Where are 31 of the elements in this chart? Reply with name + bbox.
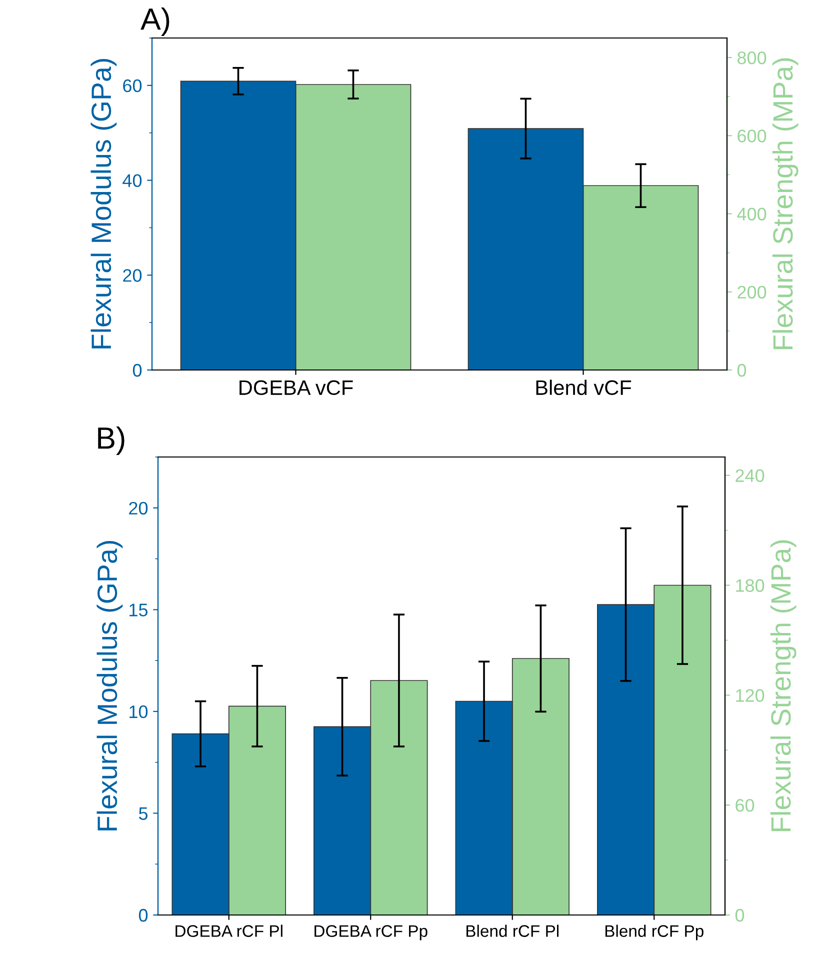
y-axis-title: Flexural Modulus (GPa) — [96, 541, 123, 830]
x-tick-label: Blend vCF — [536, 380, 632, 396]
y2-tick-label: 120 — [736, 689, 764, 702]
y2-tick-label: 600 — [738, 130, 766, 142]
y-tick-label: 60 — [123, 79, 142, 92]
y-tick-label: 20 — [123, 269, 142, 282]
y2-axis-title: Flexural Strength (MPa) — [772, 58, 798, 350]
x-tick-label: DGEBA vCF — [240, 380, 353, 396]
chart-title: A) — [140, 8, 170, 36]
x-tick-label: DGEBA rCF Pl — [176, 924, 282, 937]
x-tick-label: Blend rCF Pp — [605, 924, 704, 940]
y-tick-label: 40 — [122, 174, 142, 188]
y-tick-label: 10 — [130, 705, 148, 718]
y-axis-title: Flexural Modulus (GPa) — [90, 59, 117, 348]
y2-tick-label: 0 — [737, 364, 746, 377]
y2-tick-label: 60 — [736, 799, 754, 812]
y-tick-label: 20 — [129, 502, 148, 515]
y2-axis-title: Flexural Strength (MPa) — [770, 540, 796, 832]
y-tick-label: 0 — [138, 908, 148, 922]
chart-title: B) — [98, 426, 124, 455]
y2-tick-label: 200 — [738, 286, 766, 299]
y2-tick-label: 800 — [738, 51, 766, 64]
x-tick-label: Blend rCF Pl — [466, 924, 558, 937]
x-tick-label: DGEBA rCF Pp — [314, 925, 428, 940]
y2-tick-label: 400 — [737, 208, 766, 220]
y2-tick-label: 0 — [735, 908, 744, 922]
y2-tick-label: 180 — [736, 579, 764, 592]
y2-tick-label: 240 — [736, 469, 764, 482]
y-tick-label: 0 — [132, 364, 142, 377]
y-tick-label: 5 — [138, 807, 148, 820]
y-tick-label: 15 — [130, 604, 148, 616]
